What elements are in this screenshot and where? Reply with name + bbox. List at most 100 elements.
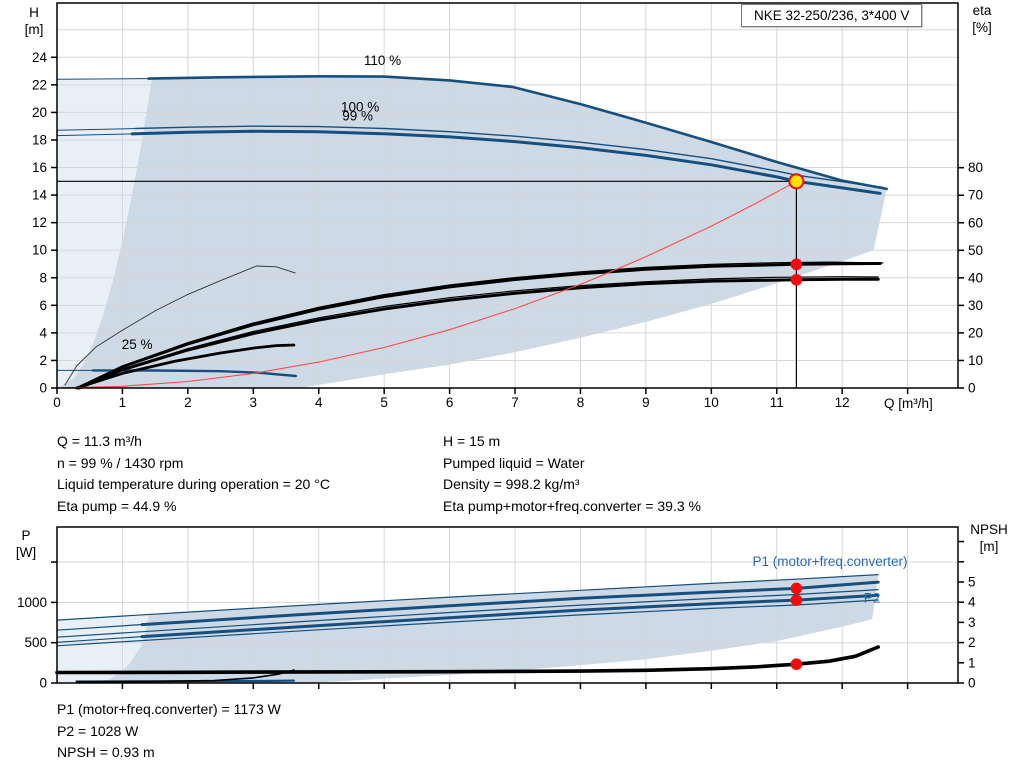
tick-label: 4 <box>968 595 976 610</box>
eta-axis-label-symbol: eta <box>972 3 992 18</box>
tick-label: 1000 <box>17 595 47 610</box>
curve-label: 25 % <box>122 337 153 352</box>
info-line-temperature: Liquid temperature during operation = 20… <box>57 476 330 492</box>
curve-label: 99 % <box>342 108 373 123</box>
npsh-axis-label-symbol: NPSH <box>970 522 1008 537</box>
npsh-25pct-curve <box>75 669 295 683</box>
npsh-curve <box>55 645 880 675</box>
q-axis-label: Q [m³/h] <box>884 396 933 411</box>
tick-label: 2 <box>39 353 47 368</box>
speed-curve-110pct-lead <box>56 78 156 80</box>
info-line-density: Density = 998.2 kg/m³ <box>443 476 580 492</box>
result-line-p2: P2 = 1028 W <box>57 722 139 739</box>
tick-label: 1 <box>119 395 127 410</box>
result-line-npsh: NPSH = 0.93 m <box>57 744 155 760</box>
tick-label: 10 <box>704 395 719 410</box>
tick-label: 20 <box>968 325 983 340</box>
tick-label: 3 <box>968 615 976 630</box>
curve-label: 100 % <box>341 100 379 115</box>
tick-label: 3 <box>250 395 258 410</box>
p-axis-label-unit: [W] <box>15 545 37 560</box>
p-axis-label-symbol: P <box>21 528 31 543</box>
tick-label: 0 <box>53 395 61 410</box>
speed-curve-100pct-lead <box>56 127 143 131</box>
tick-label: 0 <box>39 381 47 396</box>
tick-label: 22 <box>32 77 47 92</box>
tick-label: 40 <box>968 270 983 285</box>
tick-label: 80 <box>968 160 983 175</box>
tick-label: 9 <box>642 395 650 410</box>
p1-curve-lead <box>56 623 150 631</box>
h-axis-label-symbol: H <box>29 5 39 20</box>
eta-total-point-marker <box>790 273 803 286</box>
tick-label: 50 <box>968 243 983 258</box>
tick-label: 7 <box>511 395 519 410</box>
npsh-axis-label-unit: [m] <box>979 539 999 554</box>
eta-total-25pct-curve <box>75 343 296 390</box>
p2-curve <box>140 593 880 639</box>
tick-label: 6 <box>39 298 47 313</box>
tick-label: 70 <box>968 188 983 203</box>
curve-label: 110 % <box>364 53 401 68</box>
tick-label: 20 <box>32 105 47 120</box>
p2-curve-lead <box>56 635 150 643</box>
eta-axis-label-unit: [%] <box>972 20 992 35</box>
envelope-light-region <box>57 78 152 388</box>
tick-label: 10 <box>968 353 983 368</box>
power-light-region <box>57 614 149 683</box>
p1-110pct-curve <box>56 574 879 621</box>
tick-label: 500 <box>24 635 47 650</box>
tick-label: 4 <box>315 395 323 410</box>
tick-label: 5 <box>968 574 976 589</box>
curve-label: P2 <box>864 590 881 605</box>
tick-label: 14 <box>32 188 48 203</box>
eta-pump-99pct-curve <box>76 262 882 390</box>
p-low-curve <box>56 599 879 647</box>
tick-label: 18 <box>32 132 47 147</box>
duty-point-marker <box>788 173 805 190</box>
tick-label: 4 <box>39 325 47 340</box>
power-envelope-region <box>93 574 879 683</box>
eta-total-99pct-curve <box>77 277 880 390</box>
p-mid-curve <box>56 589 879 638</box>
tick-label: 24 <box>32 50 48 65</box>
tick-label: 0 <box>39 676 47 691</box>
result-line-p1: P1 (motor+freq.converter) = 1173 W <box>57 701 281 717</box>
eta-25pct-curve <box>64 265 296 386</box>
eta-pump-point-marker <box>790 258 803 271</box>
info-line-q: Q = 11.3 m³/h <box>57 433 142 449</box>
h-axis-label-unit: [m] <box>24 22 44 37</box>
tick-label: 2 <box>184 395 192 410</box>
info-line-eta-pump: Eta pump = 44.9 % <box>57 497 177 514</box>
tick-label: 1 <box>968 655 976 670</box>
tick-label: 12 <box>835 395 850 410</box>
p1-point-marker <box>790 582 803 595</box>
info-line-head: H = 15 m <box>443 433 501 449</box>
tick-label: 0 <box>968 676 976 691</box>
power-results-block: P1 (motor+freq.converter) = 1173 W P2 = … <box>57 699 281 764</box>
tick-label: 0 <box>968 381 976 396</box>
operating-point-info-right: H = 15 m Pumped liquid = Water Density =… <box>443 431 701 517</box>
h-axis-label: H [m] <box>16 4 52 38</box>
tick-label: 60 <box>968 215 983 230</box>
eta-axis-label: eta [%] <box>962 2 1002 36</box>
tick-label: 2 <box>968 635 976 650</box>
info-line-speed: n = 99 % / 1430 rpm <box>57 454 184 471</box>
tick-label: 30 <box>968 298 983 313</box>
info-line-liquid: Pumped liquid = Water <box>443 454 585 471</box>
p2-point-marker <box>790 594 803 606</box>
tick-label: 16 <box>32 160 47 175</box>
speed-curve-99pct-lead <box>56 133 140 137</box>
tick-label: 11 <box>770 395 784 410</box>
tick-label: 10 <box>32 243 47 258</box>
system-curve <box>56 180 797 389</box>
tick-label: 5 <box>380 395 388 410</box>
p-axis-label: P [W] <box>8 527 44 561</box>
npsh-point-marker <box>790 658 803 671</box>
curve-label: P1 (motor+freq.converter) <box>753 554 908 569</box>
tick-label: 12 <box>32 215 47 230</box>
plot-frame <box>56 526 959 684</box>
tick-label: 8 <box>39 270 47 285</box>
speed-curve-110pct <box>147 75 888 191</box>
